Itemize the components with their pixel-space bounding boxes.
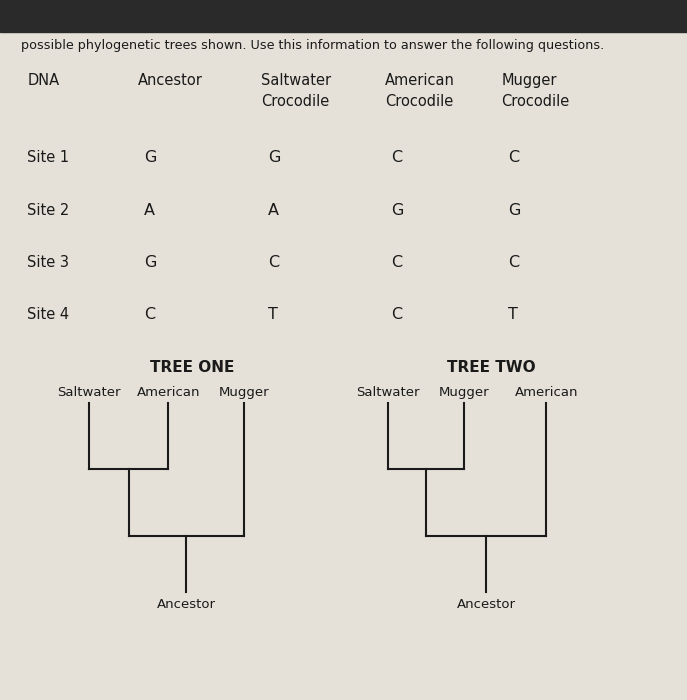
Text: G: G bbox=[508, 202, 521, 218]
Text: C: C bbox=[144, 307, 155, 323]
Text: Saltwater: Saltwater bbox=[357, 386, 420, 399]
Text: Mugger: Mugger bbox=[218, 386, 269, 399]
Text: possible phylogenetic trees shown. Use this information to answer the following : possible phylogenetic trees shown. Use t… bbox=[21, 38, 604, 52]
Text: A: A bbox=[268, 202, 279, 218]
Text: American: American bbox=[515, 386, 578, 399]
Text: G: G bbox=[392, 202, 404, 218]
Text: Site 4: Site 4 bbox=[27, 307, 69, 323]
Text: C: C bbox=[508, 150, 519, 165]
Text: C: C bbox=[392, 150, 403, 165]
Text: TREE TWO: TREE TWO bbox=[447, 360, 536, 375]
Text: Crocodile: Crocodile bbox=[261, 94, 329, 109]
Text: Site 3: Site 3 bbox=[27, 255, 69, 270]
Text: C: C bbox=[392, 255, 403, 270]
Text: Ancestor: Ancestor bbox=[457, 598, 515, 612]
Bar bbox=[0, 0, 687, 32]
Text: Ancestor: Ancestor bbox=[157, 598, 216, 612]
Text: Crocodile: Crocodile bbox=[385, 94, 453, 109]
Text: C: C bbox=[268, 255, 279, 270]
Text: C: C bbox=[508, 255, 519, 270]
Text: T: T bbox=[268, 307, 278, 323]
Text: American: American bbox=[137, 386, 200, 399]
Text: C: C bbox=[392, 307, 403, 323]
Text: Saltwater: Saltwater bbox=[261, 73, 331, 88]
Text: American: American bbox=[385, 73, 455, 88]
Text: Mugger: Mugger bbox=[502, 73, 557, 88]
Text: Site 2: Site 2 bbox=[27, 202, 69, 218]
Text: DNA: DNA bbox=[27, 73, 60, 88]
Text: T: T bbox=[508, 307, 518, 323]
Text: A: A bbox=[144, 202, 155, 218]
Text: Saltwater: Saltwater bbox=[58, 386, 121, 399]
Text: TREE ONE: TREE ONE bbox=[150, 360, 234, 375]
Text: Ancestor: Ancestor bbox=[137, 73, 202, 88]
Text: Crocodile: Crocodile bbox=[502, 94, 570, 109]
Text: G: G bbox=[144, 255, 157, 270]
Text: G: G bbox=[144, 150, 157, 165]
Text: Site 1: Site 1 bbox=[27, 150, 69, 165]
Text: Mugger: Mugger bbox=[438, 386, 489, 399]
Text: G: G bbox=[268, 150, 280, 165]
